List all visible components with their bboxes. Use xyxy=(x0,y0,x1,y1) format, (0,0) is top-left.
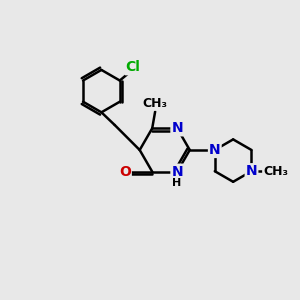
Text: Cl: Cl xyxy=(126,60,140,74)
Text: H: H xyxy=(172,178,181,188)
Text: N: N xyxy=(171,165,183,179)
Text: CH₃: CH₃ xyxy=(143,97,168,110)
Text: N: N xyxy=(246,164,257,178)
Text: N: N xyxy=(171,121,183,135)
Text: CH₃: CH₃ xyxy=(263,165,288,178)
Text: N: N xyxy=(209,143,220,157)
Text: O: O xyxy=(119,165,131,179)
